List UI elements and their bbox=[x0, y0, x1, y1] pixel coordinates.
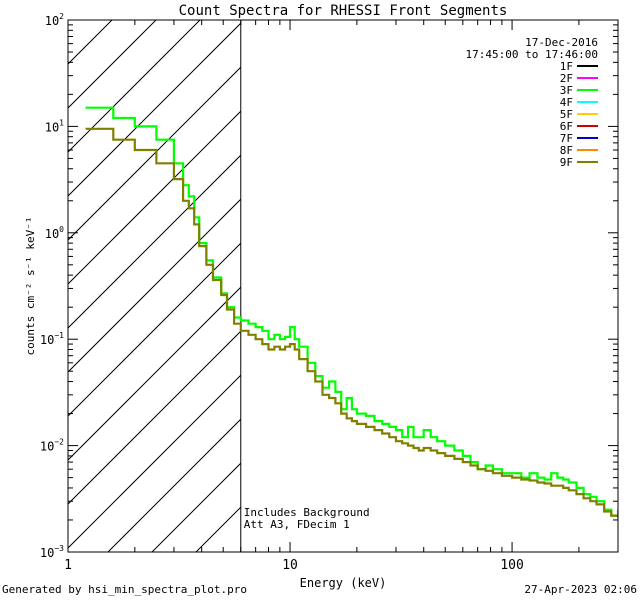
legend-label-7f: 7F bbox=[560, 132, 573, 145]
legend-label-1f: 1F bbox=[560, 60, 573, 73]
annotation-text: Att A3, FDecim 1 bbox=[244, 518, 350, 531]
x-tick-label: 10 bbox=[282, 558, 298, 573]
hatch-line bbox=[68, 110, 241, 285]
series-line-9f bbox=[85, 127, 618, 518]
hatch-line bbox=[68, 22, 241, 197]
legend-label-8f: 8F bbox=[560, 144, 573, 157]
hatch-line bbox=[68, 330, 241, 505]
date-label: 17-Dec-2016 bbox=[525, 36, 598, 49]
legend-label-5f: 5F bbox=[560, 108, 573, 121]
hatch-line bbox=[239, 550, 241, 552]
hatch-line bbox=[68, 154, 241, 329]
hatch-line bbox=[68, 242, 241, 417]
chart-title: Count Spectra for RHESSI Front Segments bbox=[179, 3, 508, 19]
plot-frame bbox=[67, 19, 619, 553]
x-tick-label: 1 bbox=[64, 558, 72, 573]
legend-label-2f: 2F bbox=[560, 72, 573, 85]
y-tick-label: 10−2 bbox=[40, 438, 64, 454]
y-axis-label: counts cm⁻² s⁻¹ keV⁻¹ bbox=[24, 216, 37, 355]
y-tick-label: 100 bbox=[45, 225, 64, 241]
hatch-line bbox=[68, 20, 113, 65]
x-tick-label: 100 bbox=[500, 558, 523, 573]
y-axis: 10−3 10−2 10−1 100 101 102 counts cm⁻² s⁻¹ keV… bbox=[24, 12, 618, 560]
hatched-region bbox=[68, 20, 242, 552]
hatch-line bbox=[68, 66, 241, 241]
hatch-line bbox=[195, 506, 241, 552]
hatch-lines bbox=[68, 20, 241, 552]
y-tick-label: 101 bbox=[45, 118, 64, 134]
x-axis: 1 10 100 Energy (keV) bbox=[64, 20, 619, 590]
annotation-text: Includes Background bbox=[244, 506, 370, 519]
y-tick-label: 102 bbox=[45, 12, 64, 28]
hatch-line bbox=[107, 418, 241, 552]
y-tick-label: 10−3 bbox=[40, 544, 64, 560]
y-tick-label: 10−1 bbox=[40, 331, 64, 347]
timestamp-text: 27-Apr-2023 02:06 bbox=[524, 583, 637, 596]
hatch-line bbox=[68, 198, 241, 373]
legend-label-3f: 3F bbox=[560, 84, 573, 97]
legend-label-4f: 4F bbox=[560, 96, 573, 109]
series-group bbox=[85, 106, 618, 518]
x-axis-label: Energy (keV) bbox=[300, 576, 387, 590]
time-range-label: 17:45:00 to 17:46:00 bbox=[466, 48, 598, 61]
series-line-3f bbox=[85, 106, 618, 517]
generated-by-text: Generated by hsi_min_spectra_plot.pro bbox=[2, 583, 248, 596]
legend-label-6f: 6F bbox=[560, 120, 573, 133]
legend-label-9f: 9F bbox=[560, 156, 573, 169]
hatch-line bbox=[68, 374, 241, 549]
